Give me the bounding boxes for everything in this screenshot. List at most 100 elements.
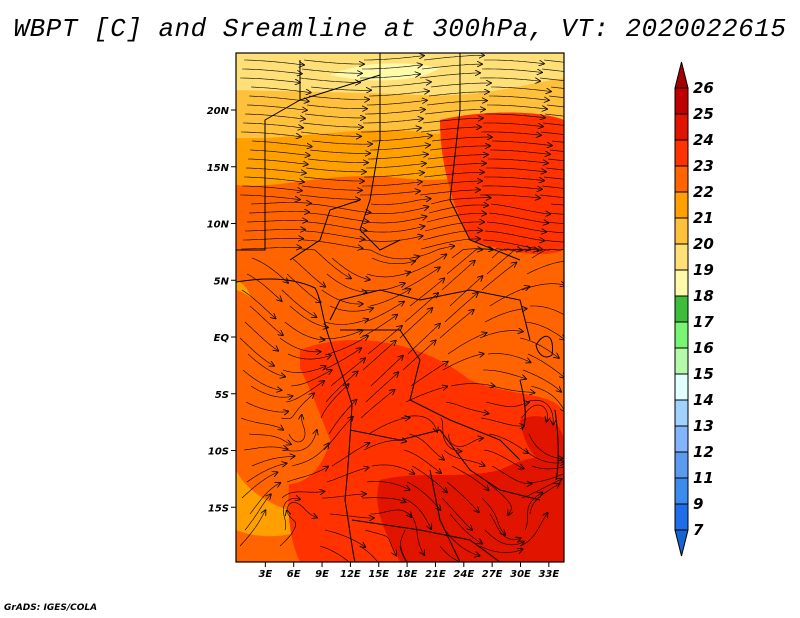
streamline [299,77,360,83]
lon-label: 9E [315,569,329,580]
streamline [491,86,551,92]
colorbar-label: 25 [693,105,714,123]
streamline [240,417,283,430]
colorbar-segment [674,347,689,375]
streamline [403,449,441,473]
streamline [250,203,311,205]
streamline [407,324,440,355]
streamline [410,362,448,387]
colorbar-segment [674,165,689,193]
streamline [324,319,368,325]
streamline [544,230,564,233]
streamline [448,433,483,447]
streamline [482,68,542,73]
streamline [360,191,420,196]
streamline [539,77,564,82]
streamline [530,385,564,412]
streamline [522,369,561,392]
colorbar-label: 13 [693,417,714,435]
streamline [444,529,480,556]
streamline [484,529,524,545]
streamline [449,276,482,307]
streamline [363,119,423,124]
colorbar-bottom-arrow [674,529,689,557]
streamline [364,56,424,61]
streamline [362,236,423,242]
streamline [491,465,532,484]
streamline [310,86,371,90]
streamline [426,101,487,106]
streamline [486,481,511,515]
colorbar-segment [674,139,689,167]
streamline [245,401,288,412]
streamline [366,163,426,169]
streamline [322,348,361,371]
streamline [484,176,544,181]
streamline [419,190,480,196]
streamline [543,176,564,180]
streamline [249,149,310,155]
streamline [367,326,402,355]
streamline [441,261,475,291]
colorbar-segment [674,321,689,349]
streamline [368,418,410,435]
streamline [408,433,444,460]
streamline [280,393,314,420]
streamline [283,430,317,452]
streamline [426,214,486,223]
streamline [424,222,484,232]
lat-label: 5S [215,390,229,401]
streamline [490,149,550,154]
streamline [490,203,550,214]
streamline [547,158,564,162]
streamline [319,330,363,339]
streamline [242,68,302,74]
streamline [450,384,495,387]
streamline [489,287,529,307]
streamline [404,293,438,323]
streamline [527,353,564,378]
shade-22-23-west [236,290,330,485]
streamline [302,122,363,127]
streamline [483,122,543,127]
streamline [367,100,427,106]
streamline [289,305,328,328]
streamline [241,472,277,499]
streamline [484,230,544,241]
streamline [424,109,485,115]
streamline [519,337,559,358]
streamline [302,239,362,248]
streamline [286,273,321,302]
streamline [409,278,444,307]
streamline [548,212,564,215]
shade-24-25-east [520,416,564,470]
colorbar-segment [674,269,689,297]
colorbar-segment [674,425,689,453]
streamline [243,238,303,240]
colorbar-label: 21 [693,209,714,227]
streamline [411,465,447,492]
streamline [399,545,407,562]
streamline [366,272,410,278]
colorbar-label: 15 [693,365,714,383]
streamline [422,230,482,241]
streamline [549,149,564,152]
streamline [423,55,484,61]
streamline [249,483,280,515]
streamline [371,464,414,474]
lat-label: 15N [207,163,230,174]
streamline [251,456,295,467]
colorbar-label: 7 [693,521,704,539]
streamline [419,73,480,79]
streamline [239,510,265,547]
streamline [246,463,287,483]
streamline [444,293,478,323]
streamline [287,502,317,518]
streamline [241,131,301,137]
streamline [425,163,486,169]
lat-label: EQ [214,333,230,344]
streamline [488,212,548,223]
lon-label: 21E [425,569,446,580]
streamline [371,136,432,142]
